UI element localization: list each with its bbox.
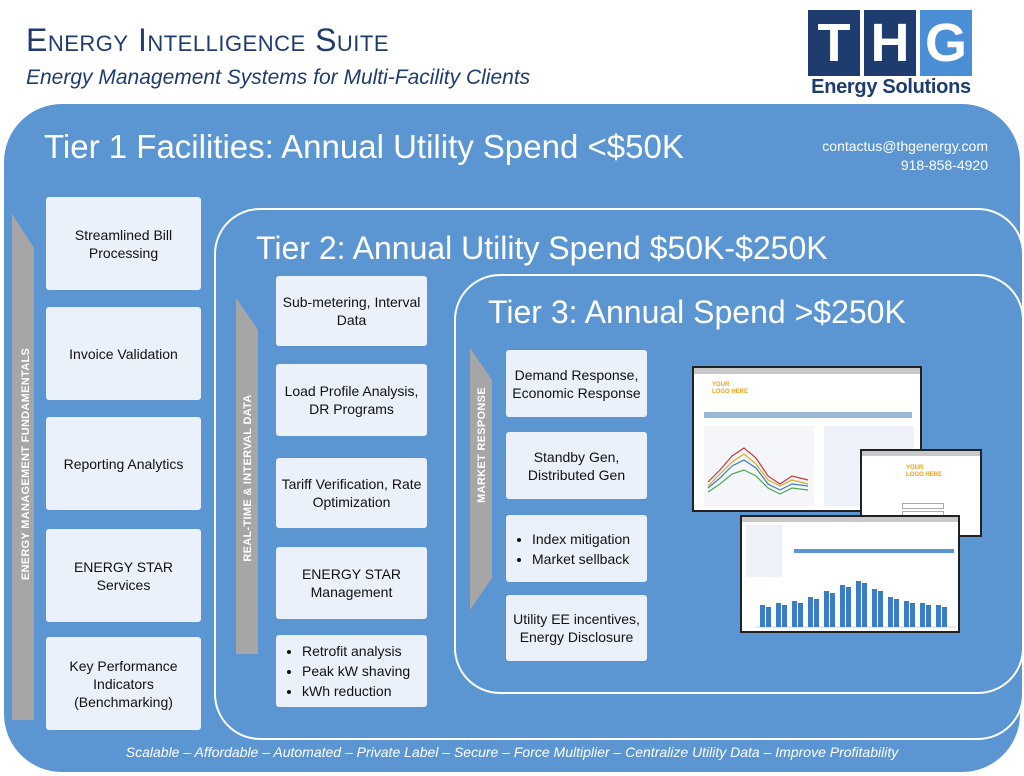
tier3-arrow-label: MARKET RESPONSE bbox=[476, 387, 488, 503]
tier2-bullet-retrofit: Retrofit analysis bbox=[302, 642, 410, 660]
tier2-title: Tier 2: Annual Utility Spend $50K-$250K bbox=[256, 230, 828, 266]
tier3-title: Tier 3: Annual Spend >$250K bbox=[488, 294, 906, 330]
tier2-arrow bbox=[236, 298, 258, 654]
suite-title: Energy Intelligence Suite bbox=[26, 22, 390, 58]
login-logo-placeholder: YOUR LOGO HERE bbox=[906, 465, 943, 478]
tier2-item-energy-star-mgmt: ENERGY STAR Management bbox=[276, 547, 427, 619]
tier1-arrow bbox=[12, 214, 34, 720]
bar-chart-screenshot bbox=[740, 515, 960, 633]
tier3-item-standby-gen: Standby Gen, Distributed Gen bbox=[506, 432, 647, 499]
contact-phone: 918-858-4920 bbox=[900, 157, 988, 173]
dashboard-bar-chart bbox=[756, 581, 956, 628]
tier2-bullet-kwh: kWh reduction bbox=[302, 682, 410, 700]
tier1-item-kpi: Key Performance Indicators (Benchmarking… bbox=[46, 637, 201, 730]
tier2-arrow-label: REAL-TIME & INTERVAL DATA bbox=[242, 394, 254, 562]
tier2-bullet-peak-kw: Peak kW shaving bbox=[302, 662, 410, 680]
tier3-item-demand-response: Demand Response, Economic Response bbox=[506, 350, 647, 417]
dashboard-line-chart bbox=[704, 426, 814, 506]
tier1-title: Tier 1 Facilities: Annual Utility Spend … bbox=[44, 128, 684, 165]
tier3-bullet-index-mitigation: Index mitigation bbox=[532, 530, 630, 548]
footer-tagline: Scalable – Affordable – Automated – Priv… bbox=[125, 744, 899, 760]
tier1-item-bill-processing: Streamlined Bill Processing bbox=[46, 197, 201, 290]
logo-tagline: Energy Solutions bbox=[811, 76, 971, 98]
tier1-item-reporting-analytics: Reporting Analytics bbox=[46, 417, 201, 510]
logo-letter-h: H bbox=[864, 10, 916, 76]
dashboard-logo-placeholder: YOUR LOGO HERE bbox=[712, 382, 749, 395]
tier3-item-ee-incentives: Utility EE incentives, Energy Disclosure bbox=[506, 595, 647, 661]
tier3-bullet-box: Index mitigation Market sellback bbox=[506, 515, 647, 582]
tier3-bullet-market-sellback: Market sellback bbox=[532, 550, 630, 568]
tier2-item-submetering: Sub-metering, Interval Data bbox=[276, 276, 427, 346]
tier2-item-load-profile: Load Profile Analysis, DR Programs bbox=[276, 364, 427, 436]
tier1-item-invoice-validation: Invoice Validation bbox=[46, 307, 201, 400]
tier1-arrow-label: ENERGY MANAGEMENT FUNDAMENTALS bbox=[20, 347, 32, 581]
thg-logo: T H G Energy Solutions bbox=[808, 10, 974, 100]
tier1-item-energy-star-services: ENERGY STAR Services bbox=[46, 529, 201, 622]
suite-subtitle: Energy Management Systems for Multi-Faci… bbox=[26, 66, 531, 89]
logo-letter-t: T bbox=[808, 10, 860, 76]
logo-letter-g: G bbox=[920, 10, 972, 76]
tier2-item-tariff-verification: Tariff Verification, Rate Optimization bbox=[276, 458, 427, 528]
tier2-bullet-box: Retrofit analysis Peak kW shaving kWh re… bbox=[276, 635, 427, 707]
contact-email[interactable]: contactus@thgenergy.com bbox=[822, 138, 988, 154]
tier3-arrow bbox=[470, 348, 492, 610]
